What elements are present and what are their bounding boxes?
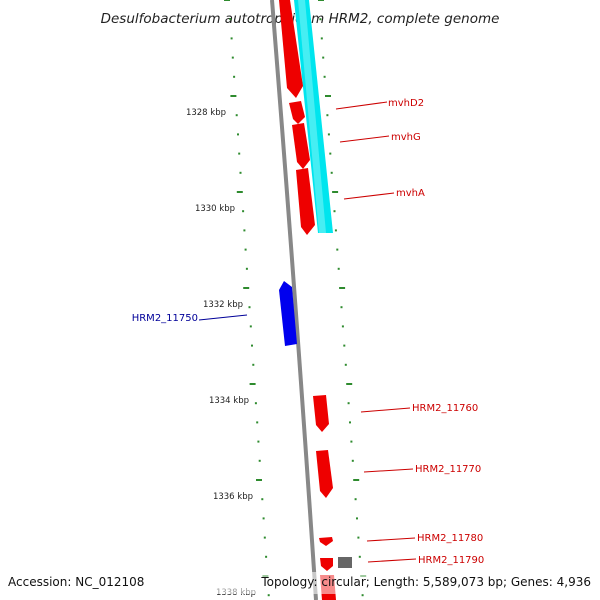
gene-label-HRM2_11780[interactable]: HRM2_11780 [417,533,483,544]
tick-labels: 1328 kbp 1330 kbp 1332 kbp 1334 kbp 1336… [186,108,256,598]
leader-line-mvhD2 [335,101,388,110]
gene-label-HRM2_11790[interactable]: HRM2_11790 [418,555,484,566]
leader-line-mvhG [339,135,390,143]
gene-label-mvhD2[interactable]: mvhD2 [388,98,424,109]
leader-line-mvhA [343,192,395,200]
tick-label: 1334 kbp [209,396,249,406]
gene-arrow-mvhG[interactable] [292,123,310,169]
gene-box-gray[interactable] [338,557,352,568]
gene-label-HRM2_11760[interactable]: HRM2_11760 [412,403,478,414]
gene-arrow-upper-partial[interactable] [279,0,303,98]
gene-labels: mvhD2 mvhG mvhA HRM2_11750 HRM2_11760 HR… [132,98,485,566]
tick-label: 1336 kbp [213,492,253,502]
gene-arrow-HRM2_11790[interactable] [320,558,333,571]
footer-backdrop [0,572,600,594]
leader-line-HRM2_11760 [360,407,411,413]
backbone-arc [270,0,318,600]
genome-summary-text: Topology: circular; Length: 5,589,073 bp… [260,575,591,589]
gene-label-HRM2_11770[interactable]: HRM2_11770 [415,464,481,475]
tick-label: 1328 kbp [186,108,226,118]
tick-label: 1330 kbp [195,204,235,214]
gene-label-mvhG[interactable]: mvhG [391,132,421,143]
gene-arrow-HRM2_11760[interactable] [313,395,329,432]
gene-arrow-HRM2_11770[interactable] [316,450,333,498]
gene-arrow-mvhD2[interactable] [289,101,305,124]
genes-layer [279,0,352,600]
leader-line-HRM2_11770 [363,468,414,473]
tick-marks [224,0,367,597]
leader-line-HRM2_11780 [366,537,416,542]
tick-label: 1332 kbp [203,300,243,310]
gene-arrow-HRM2_11780[interactable] [319,537,333,546]
operon-band [294,0,333,233]
gene-label-mvhA[interactable]: mvhA [396,188,425,199]
leader-line-HRM2_11750 [198,314,248,321]
leader-line-HRM2_11790 [367,558,417,563]
leader-lines [198,101,417,563]
gene-label-HRM2_11750[interactable]: HRM2_11750 [132,313,198,324]
gene-arrow-mvhA[interactable] [296,168,315,235]
accession-text: Accession: NC_012108 [8,575,144,589]
gene-arrow-HRM2_11750[interactable] [279,281,297,346]
